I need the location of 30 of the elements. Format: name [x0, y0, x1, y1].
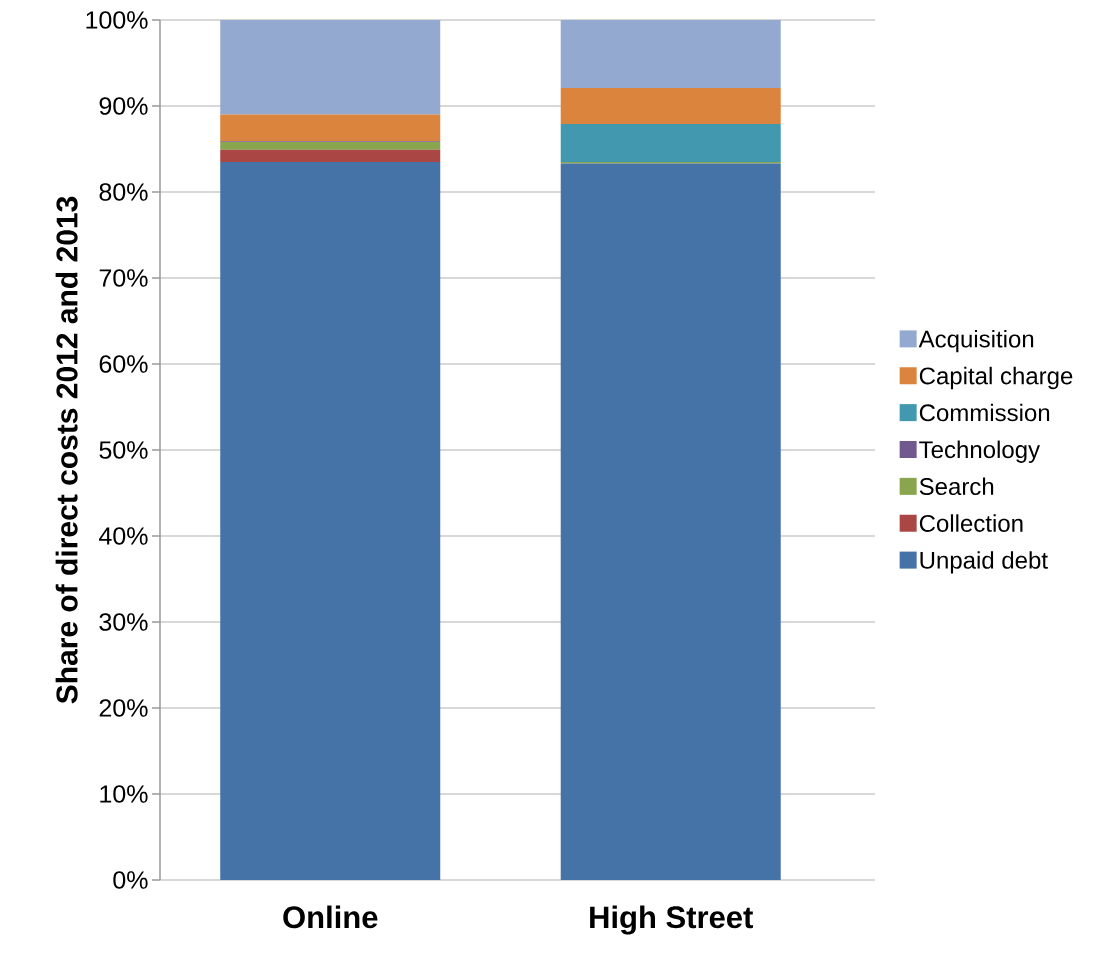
- y-axis-title: Share of direct costs 2012 and 2013: [55, 196, 78, 704]
- bar: [560, 124, 781, 162]
- y-tick-label: 40%: [99, 527, 148, 545]
- legend-label: Acquisition: [918, 329, 1034, 353]
- bar: [220, 19, 441, 115]
- bar: [560, 87, 781, 125]
- legend-label: Unpaid debt: [920, 551, 1048, 574]
- bar: [220, 114, 441, 142]
- bar: [560, 163, 781, 880]
- legend-label: Commission: [919, 403, 1050, 422]
- y-tick-label: 100%: [86, 11, 148, 29]
- x-tick-label: Online: [283, 905, 378, 929]
- y-tick-label: 70%: [99, 269, 148, 287]
- y-tick-label: 0%: [113, 871, 148, 889]
- y-tick-label: 80%: [99, 183, 148, 201]
- legend-label: Collection: [919, 514, 1023, 532]
- bar: [560, 19, 781, 88]
- legend-label: Search: [919, 477, 994, 496]
- bar: [220, 149, 441, 162]
- y-tick-label: 30%: [99, 613, 148, 631]
- y-tick-label: 20%: [99, 699, 148, 717]
- legend-label: Technology: [919, 440, 1041, 463]
- x-tick-label: High Street: [590, 905, 753, 935]
- y-tick-label: 60%: [99, 355, 148, 373]
- y-tick-label: 90%: [99, 97, 148, 115]
- y-tick-label: 50%: [99, 441, 148, 459]
- bar: [220, 142, 441, 150]
- legend-label: Capital charge: [919, 366, 1073, 390]
- bar: [220, 161, 441, 880]
- y-tick-label: 10%: [100, 785, 148, 803]
